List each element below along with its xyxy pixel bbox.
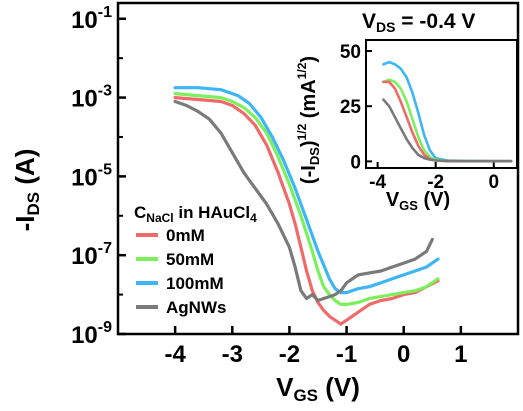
inset-x-tick-label: 0 [488, 172, 499, 193]
series-line-agnws [173, 99, 434, 303]
legend-label-0mm: 0mM [166, 226, 205, 245]
legend: CNaCl in HAuCl4 0mM 50mM 100mM AgNWs [134, 203, 257, 317]
inset-x-tick-label: -2 [427, 172, 444, 193]
main-tick-layer: -4 -3 -2 -1 0 1 10-9 10-7 10-5 10-3 10-1 [71, 4, 467, 368]
legend-title: CNaCl in HAuCl4 [134, 203, 257, 225]
main-x-tick-label: -3 [222, 341, 243, 368]
main-y-axis-label: -IDS (A) [10, 149, 43, 232]
inset-title: VDS = -0.4 V [362, 10, 475, 35]
inset-series-line-agnws [382, 98, 513, 163]
main-y-tick-label: 10-7 [71, 240, 112, 270]
legend-label-50mm: 50mM [166, 250, 214, 269]
inset-y-axis-label: (-IDS)1/2 (mA1/2) [295, 56, 322, 184]
inset-series-layer [382, 60, 513, 163]
main-y-tick-label: 10-1 [71, 4, 112, 34]
main-x-tick-label: 1 [454, 341, 467, 368]
inset-y-tick-label: 50 [340, 42, 361, 63]
main-x-tick-label: -4 [164, 341, 186, 368]
main-series-layer [173, 86, 440, 326]
inset-x-axis-label: VGS (V) [386, 189, 450, 213]
legend-label-100mm: 100mM [166, 274, 224, 293]
inset-x-tick-label: -4 [369, 172, 386, 193]
series-line-100mm [173, 86, 440, 295]
series-line-0mm [173, 96, 440, 326]
inset-tick-layer: -4 -2 0 0 25 50 [340, 42, 499, 193]
legend-label-agnws: AgNWs [166, 298, 226, 317]
legend-items: 0mM 50mM 100mM AgNWs [136, 226, 226, 317]
inset-series-line-50mm [382, 78, 513, 163]
inset-plot-frame [365, 39, 518, 169]
inset: VDS = -0.4 V (-IDS)1/2 (mA1/2) VGS (V) -… [295, 10, 518, 213]
inset-y-tick-label: 0 [350, 152, 361, 173]
main-x-axis-label: VGS (V) [276, 372, 360, 405]
main-x-tick-label: -2 [279, 341, 300, 368]
main-y-tick-label: 10-5 [71, 161, 112, 191]
series-line-50mm [173, 92, 440, 306]
main-y-tick-label: 10-3 [71, 83, 112, 113]
main-x-tick-label: 0 [397, 341, 410, 368]
main-x-tick-label: -1 [336, 341, 357, 368]
main-y-tick-label: 10-9 [71, 319, 112, 349]
inset-series-line-100mm [382, 60, 513, 163]
inset-y-tick-label: 25 [340, 97, 362, 118]
